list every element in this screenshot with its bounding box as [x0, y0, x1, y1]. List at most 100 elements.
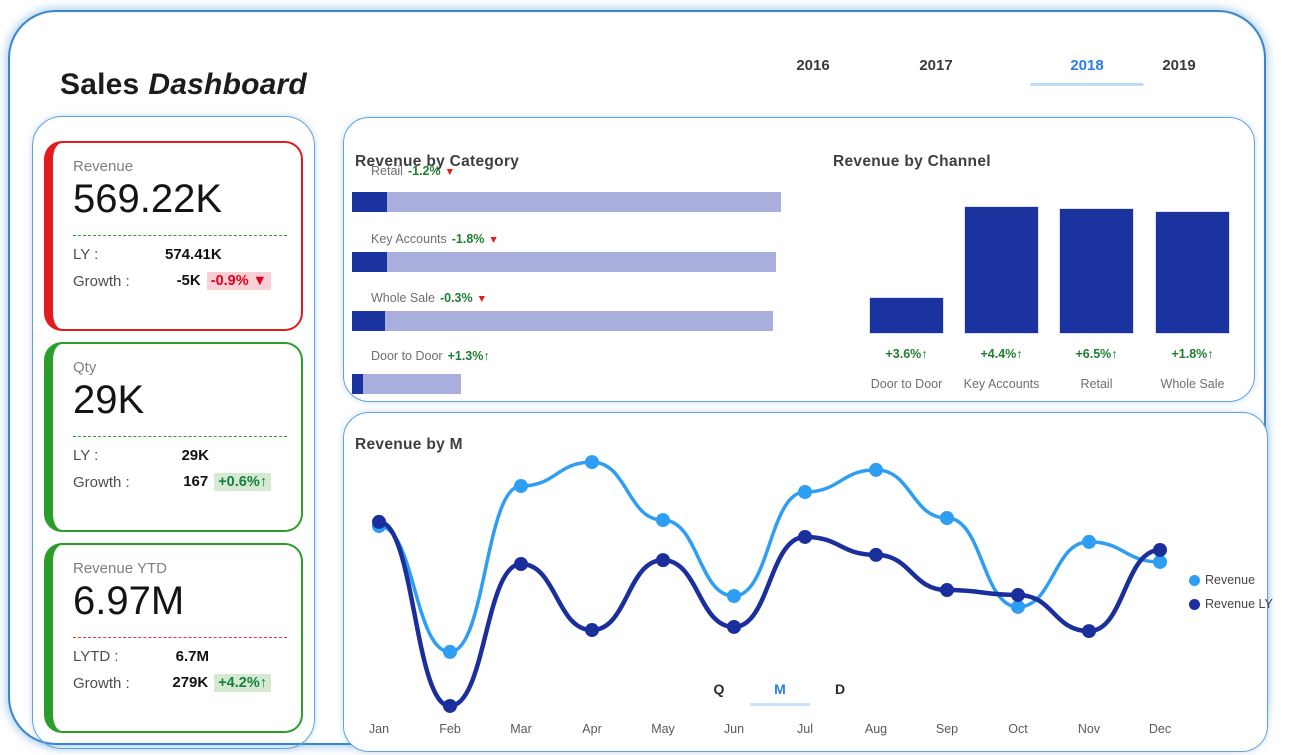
data-point-revenue-ly-jul[interactable]: [798, 529, 812, 544]
month-label-aug: Aug: [864, 722, 888, 736]
line-revenue: [377, 460, 1162, 654]
data-point-revenue-feb[interactable]: [443, 644, 457, 659]
legend-label: Revenue: [1205, 573, 1256, 587]
month-label-nov: Nov: [1077, 722, 1101, 736]
month-label-jul: Jul: [797, 722, 813, 736]
category-growth-arrow: ▼: [444, 166, 456, 178]
kpi-row-label: LY :: [73, 447, 99, 464]
data-point-revenue-ly-apr[interactable]: [585, 623, 599, 638]
data-point-revenue-jul[interactable]: [798, 485, 812, 499]
legend-item-revenue[interactable]: Revenue: [1189, 573, 1255, 587]
channel-name: Retail: [1080, 377, 1113, 391]
category-name: Door to Door: [371, 349, 443, 363]
kpi-card-qty: Qty 29K LY : 29K Growth : 167 +0.6%↑: [44, 342, 303, 532]
legend-item-revenue-ly[interactable]: Revenue LY: [1189, 597, 1273, 611]
growth-badge: +0.6%↑: [214, 473, 271, 491]
data-point-revenue-ly-may[interactable]: [656, 553, 670, 568]
channel-growth-pct: +3.6%↑: [885, 347, 928, 361]
revenue-breakdown-panel: Revenue by Category Retail -1.2% ▼ Key Acco…: [343, 117, 1255, 402]
category-name: Whole Sale: [371, 291, 435, 305]
kpi-row-growth: Growth : 167 +0.6%↑: [73, 473, 287, 491]
kpi-row-value-group: -5K -0.9% ▼: [165, 272, 287, 290]
kpi-row-value-group: 29K: [165, 447, 287, 464]
toggle-d[interactable]: D: [834, 681, 846, 697]
data-point-revenue-nov[interactable]: [1082, 534, 1096, 549]
kpi-row-value-group: 279K +4.2%↑: [165, 674, 287, 692]
data-point-revenue-oct[interactable]: [1011, 599, 1025, 614]
kpi-row-value-group: 6.7M: [165, 648, 287, 665]
kpi-row-growth: Growth : 279K +4.2%↑: [73, 674, 287, 692]
kpi-card-label: Revenue YTD: [73, 560, 167, 577]
page-title-dashboard: Dashboard: [148, 68, 307, 102]
kpi-row-value: 6.7M: [175, 648, 209, 665]
category-chart-title: Revenue by Category: [355, 152, 520, 170]
data-point-revenue-aug[interactable]: [869, 462, 883, 477]
channel-name: Whole Sale: [1160, 377, 1225, 391]
channel-growth-pct: +6.5%↑: [1075, 347, 1118, 361]
category-bar[interactable]: [352, 252, 776, 272]
data-point-revenue-apr[interactable]: [585, 455, 599, 470]
category-growth-arrow: ▼: [476, 293, 487, 305]
kpi-row-value: 29K: [181, 447, 209, 464]
kpi-card-label: Qty: [73, 359, 97, 376]
kpi-row-label: LY :: [73, 246, 99, 263]
kpi-card-value: 29K: [73, 378, 145, 422]
month-label-sep: Sep: [935, 722, 959, 736]
category-bar[interactable]: [352, 192, 781, 212]
toggle-q[interactable]: Q: [713, 681, 725, 697]
month-label-feb: Feb: [439, 722, 461, 736]
kpi-row-label: LYTD :: [73, 648, 119, 665]
category-label-key-accounts: Key Accounts -1.8% ▼: [371, 232, 499, 246]
data-point-revenue-dec[interactable]: [1153, 554, 1167, 569]
data-point-revenue-ly-jan[interactable]: [372, 514, 386, 529]
kpi-row-label: Growth :: [73, 473, 130, 491]
data-point-revenue-mar[interactable]: [514, 479, 528, 494]
channel-bar-door-to-door[interactable]: [870, 297, 943, 333]
month-label-apr: Apr: [582, 722, 602, 736]
data-point-revenue-ly-aug[interactable]: [869, 547, 883, 562]
data-point-revenue-ly-dec[interactable]: [1153, 542, 1167, 557]
kpi-row-label: Growth :: [73, 272, 130, 290]
revenue-trend-panel: Revenue by M Jan Feb Mar Apr May Jun Jul Aug Sep…: [343, 412, 1273, 752]
toggle-m[interactable]: M: [750, 681, 810, 706]
data-point-revenue-jun[interactable]: [727, 589, 741, 603]
category-name: Retail: [371, 164, 403, 178]
data-point-revenue-ly-sep[interactable]: [940, 583, 954, 598]
data-point-revenue-ly-jun[interactable]: [727, 619, 741, 634]
dashboard-frame: Sales Dashboard 2016 2017 2018 2019 Revenue 5…: [8, 10, 1273, 752]
data-point-revenue-ly-nov[interactable]: [1082, 624, 1096, 639]
kpi-card-label: Revenue: [73, 158, 134, 175]
kpi-row-value: -5K: [176, 272, 201, 289]
kpi-card-revenue: Revenue 569.22K LY : 574.41K Growth : -5K -0.9…: [44, 141, 303, 331]
channel-bar-retail[interactable]: [1060, 209, 1133, 333]
category-bar-highlight: [352, 192, 388, 212]
data-point-revenue-may[interactable]: [656, 513, 670, 528]
kpi-row-ly: LYTD : 6.7M: [73, 648, 287, 665]
channel-bar-key-accounts[interactable]: [965, 207, 1038, 333]
tab-2018[interactable]: 2018: [1030, 57, 1144, 86]
legend-label: Revenue LY: [1205, 597, 1273, 611]
month-label-mar: Mar: [510, 722, 532, 736]
category-name: Key Accounts: [371, 232, 447, 246]
tab-2016[interactable]: 2016: [796, 57, 830, 74]
tab-2017[interactable]: 2017: [919, 57, 953, 74]
category-bar-highlight: [352, 374, 364, 394]
data-point-revenue-ly-feb[interactable]: [443, 698, 457, 713]
data-point-revenue-ly-oct[interactable]: [1011, 587, 1025, 602]
growth-badge: +4.2%↑: [214, 674, 271, 692]
channel-name: Door to Door: [870, 377, 943, 391]
kpi-card-divider: [73, 235, 287, 236]
category-bar[interactable]: [352, 374, 461, 394]
month-label-may: May: [651, 722, 675, 736]
tab-2019[interactable]: 2019: [1162, 57, 1196, 74]
legend-dot: [1189, 598, 1200, 610]
category-growth-arrow: ▼: [488, 234, 499, 246]
kpi-row-ly: LY : 574.41K: [73, 246, 287, 263]
channel-growth-pct: +1.8%↑: [1171, 347, 1214, 361]
month-label-jan: Jan: [368, 722, 390, 736]
data-point-revenue-sep[interactable]: [940, 511, 954, 525]
channel-bar-whole-sale[interactable]: [1156, 212, 1229, 333]
channel-chart-title: Revenue by Channel: [833, 152, 991, 170]
data-point-revenue-ly-mar[interactable]: [514, 557, 528, 572]
category-bar[interactable]: [352, 311, 773, 331]
